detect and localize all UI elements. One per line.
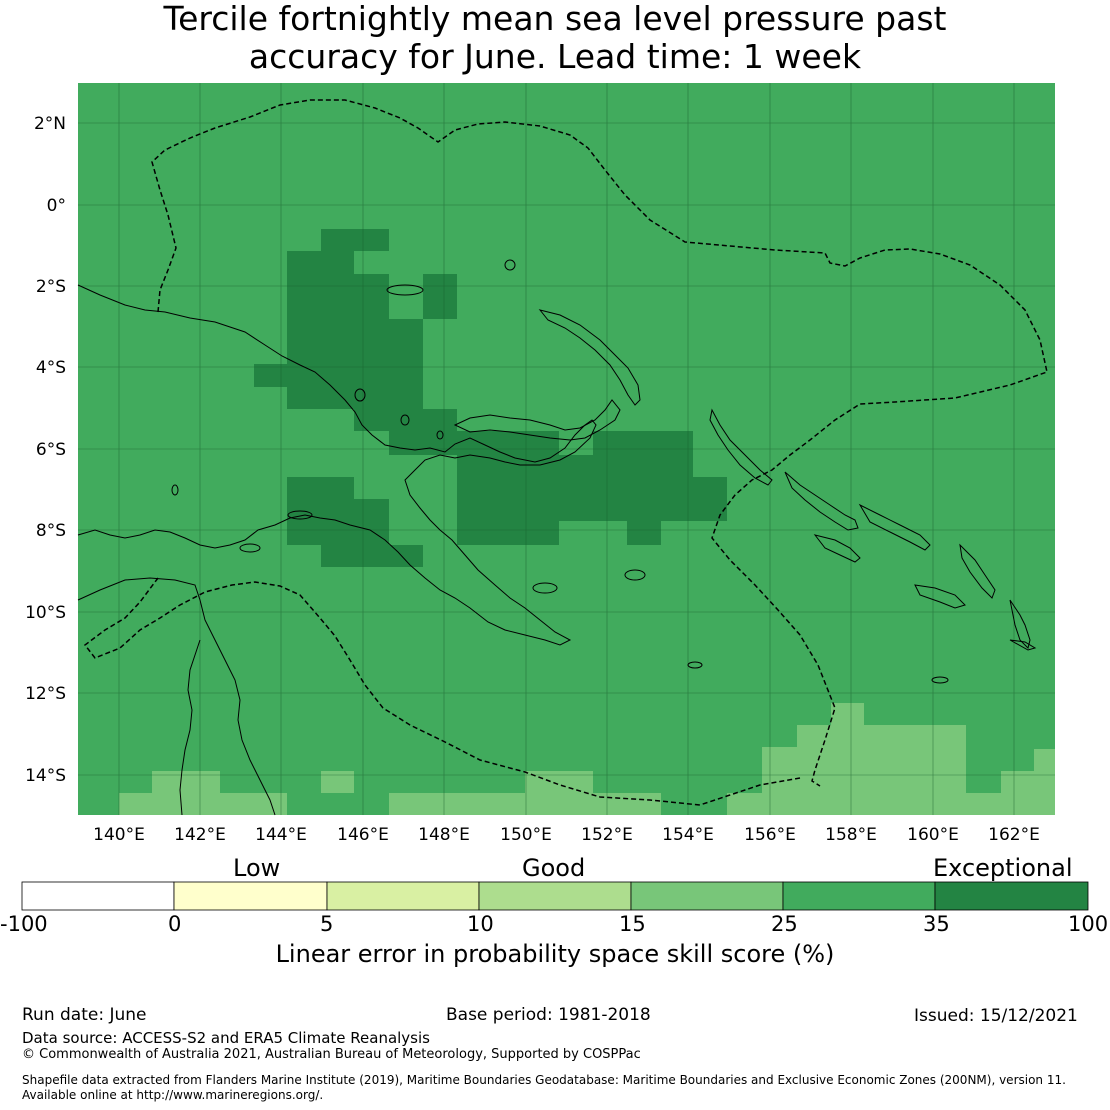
lat-label: 2°N [34, 114, 66, 134]
colorbar-label: Linear error in probability space skill … [275, 940, 835, 968]
lat-label: 14°S [25, 766, 66, 786]
lat-label: 10°S [25, 603, 66, 623]
lon-label: 142°E [174, 825, 226, 845]
colorbar-tick: 25 [771, 912, 798, 936]
longitude-labels: 140°E 142°E 144°E 146°E 148°E 150°E 152°… [93, 825, 1040, 845]
colorbar-tick: 10 [467, 912, 494, 936]
colorbar-tick: 15 [619, 912, 646, 936]
lon-label: 152°E [581, 825, 633, 845]
latitude-labels: 2°N 0° 2°S 4°S 6°S 8°S 10°S 12°S 14°S [25, 114, 66, 786]
colorbar-segment [21, 881, 175, 911]
lon-label: 154°E [662, 825, 714, 845]
lon-label: 144°E [255, 825, 307, 845]
lon-label: 162°E [988, 825, 1040, 845]
colorbar-segment [478, 881, 632, 911]
lat-label: 8°S [36, 521, 66, 541]
lon-label: 150°E [500, 825, 552, 845]
title-line-1: Tercile fortnightly mean sea level press… [163, 0, 947, 38]
lat-label: 6°S [36, 440, 66, 460]
shapefile-credit-2: Available online at http://www.marinereg… [22, 1088, 324, 1102]
category-low: Low [233, 854, 281, 882]
colorbar-tick: 100 [1068, 912, 1109, 936]
lon-label: 158°E [825, 825, 877, 845]
base-period: Base period: 1981-2018 [446, 1005, 651, 1025]
exceptional-skill-cells [254, 229, 727, 567]
copyright: © Commonwealth of Australia 2021, Austra… [22, 1047, 641, 1062]
lon-label: 140°E [93, 825, 145, 845]
lat-label: 12°S [25, 684, 66, 704]
colorbar [21, 881, 1089, 911]
lat-label: 2°S [36, 277, 66, 297]
lon-label: 160°E [907, 825, 959, 845]
data-source: Data source: ACCESS-S2 and ERA5 Climate … [22, 1029, 430, 1047]
lon-label: 148°E [418, 825, 470, 845]
colorbar-tick: 5 [320, 912, 334, 936]
colorbar-segment [934, 881, 1089, 911]
colorbar-tick: 35 [923, 912, 950, 936]
lon-label: 156°E [744, 825, 796, 845]
run-date: Run date: June [22, 1005, 147, 1025]
map-title: Tercile fortnightly mean sea level press… [0, 0, 1110, 76]
title-line-2: accuracy for June. Lead time: 1 week [248, 37, 862, 76]
good-skill-cells [119, 703, 1055, 815]
colorbar-segment [782, 881, 936, 911]
issued-date: Issued: 15/12/2021 [914, 1006, 1078, 1026]
colorbar-segment [326, 881, 480, 911]
shapefile-credit-1: Shapefile data extracted from Flanders M… [22, 1073, 1066, 1087]
lat-label: 0° [47, 196, 66, 216]
graticule [78, 83, 1055, 815]
maritime-boundaries [83, 99, 1048, 806]
category-good: Good [522, 854, 586, 882]
colorbar-tick: -100 [0, 912, 48, 936]
colorbar-segment [630, 881, 784, 911]
colorbar-segment [173, 881, 328, 911]
lon-label: 146°E [337, 825, 389, 845]
category-exceptional: Exceptional [933, 854, 1073, 882]
lat-label: 4°S [36, 358, 66, 378]
colorbar-tick: 0 [168, 912, 182, 936]
coastlines [77, 259, 1037, 816]
